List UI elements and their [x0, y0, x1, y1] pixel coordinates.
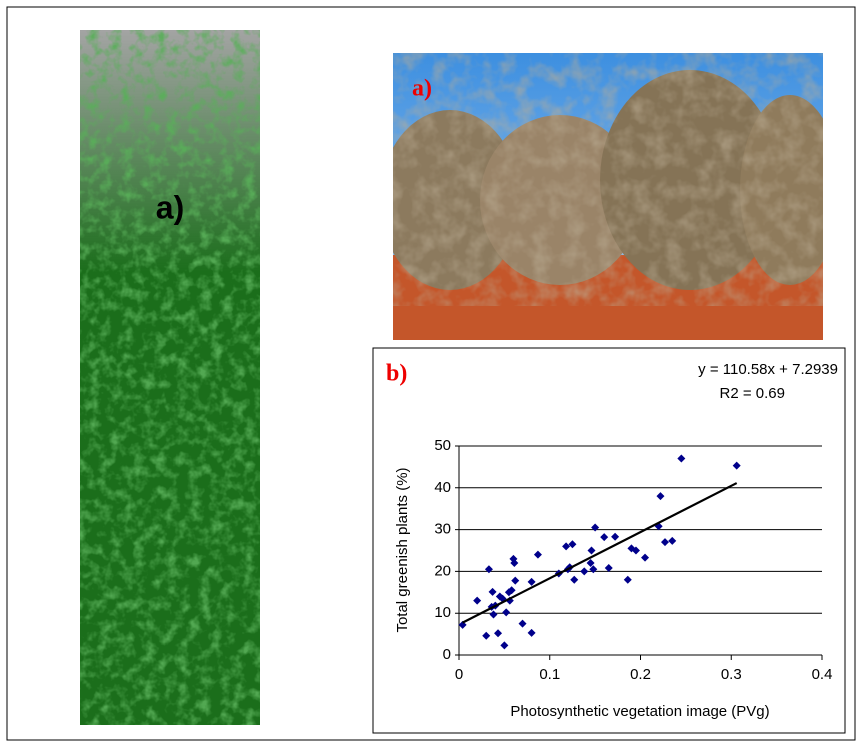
map-label: a)	[156, 189, 184, 225]
point	[661, 538, 670, 547]
point	[482, 631, 491, 640]
y-tick-label: 10	[434, 604, 451, 621]
point	[458, 620, 467, 629]
chart-frame	[372, 347, 846, 734]
point	[641, 553, 650, 562]
y-tick-label: 50	[434, 437, 451, 454]
point	[631, 546, 640, 555]
x-axis-label: Photosynthetic vegetation image (PVg)	[510, 703, 769, 720]
point	[510, 559, 519, 568]
point	[489, 610, 498, 619]
trendline	[462, 482, 738, 624]
x-tick-label: 0	[455, 666, 463, 683]
frame	[6, 6, 856, 741]
point	[677, 454, 686, 463]
point	[507, 586, 516, 595]
point	[600, 533, 609, 542]
y-tick-label: 0	[443, 646, 451, 663]
point	[533, 550, 542, 559]
point	[494, 629, 503, 638]
y-tick-label: 30	[434, 521, 451, 538]
point	[488, 587, 497, 596]
point	[518, 619, 527, 628]
point	[732, 461, 741, 470]
point	[502, 608, 511, 617]
point	[568, 540, 577, 549]
r2-label: R2 = 0.69	[720, 385, 785, 402]
photo-label: a)	[412, 76, 432, 102]
point	[668, 536, 677, 545]
point	[589, 565, 598, 574]
photo: a)	[393, 53, 823, 340]
y-tick-label: 40	[434, 479, 451, 496]
point	[511, 576, 520, 585]
equation: y = 110.58x + 7.2939	[698, 361, 838, 378]
point	[500, 641, 509, 650]
y-tick-label: 20	[434, 562, 451, 579]
chart-label: b)	[386, 361, 407, 387]
point	[604, 564, 613, 573]
point	[484, 565, 493, 574]
y-axis-label: Total greenish plants (%)	[394, 467, 411, 632]
x-tick-label: 0.3	[721, 666, 742, 683]
point	[611, 532, 620, 541]
vegetation-map: a)	[80, 30, 260, 725]
point	[473, 596, 482, 605]
point	[587, 546, 596, 555]
x-tick-label: 0.4	[812, 666, 833, 683]
point	[586, 559, 595, 568]
x-tick-label: 0.1	[539, 666, 560, 683]
point	[623, 575, 632, 584]
point	[562, 542, 571, 551]
point	[580, 567, 589, 576]
x-tick-label: 0.2	[630, 666, 651, 683]
point	[656, 492, 665, 501]
point	[591, 523, 600, 532]
point	[527, 628, 536, 637]
point	[570, 575, 579, 584]
point	[527, 577, 536, 586]
